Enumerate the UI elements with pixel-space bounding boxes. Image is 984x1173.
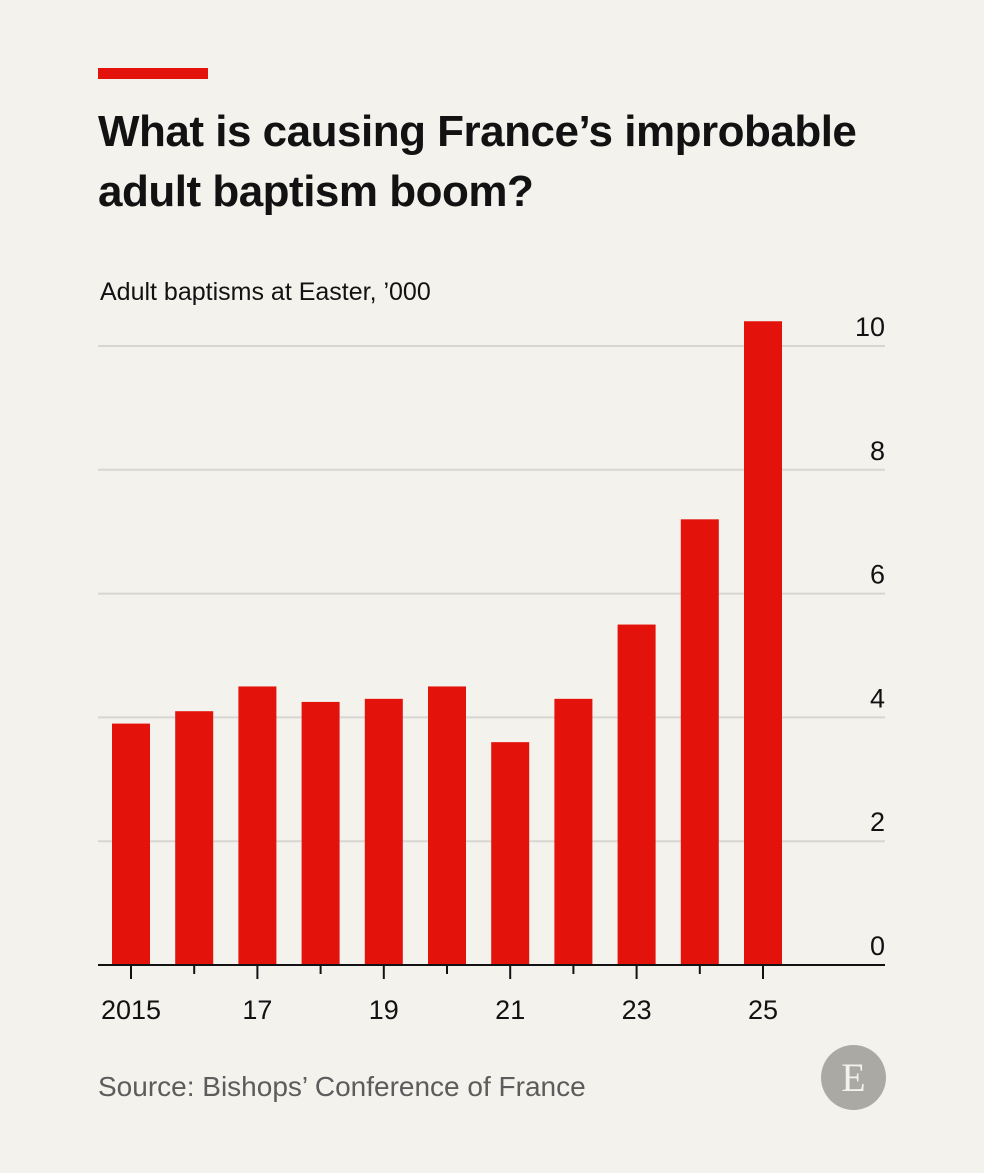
y-tick-label: 10	[855, 312, 885, 342]
y-tick-label: 4	[870, 683, 885, 713]
y-tick-label: 6	[870, 560, 885, 590]
chart-title: What is causing France’s improbable adul…	[98, 107, 857, 216]
accent-bar	[98, 68, 208, 79]
bar-2019	[364, 698, 403, 965]
bar-2025	[744, 321, 782, 965]
chart-subtitle: Adult baptisms at Easter, ’000	[100, 278, 431, 306]
x-tick-label: 19	[369, 995, 399, 1025]
bar-2020	[428, 686, 466, 965]
bar-2017	[238, 686, 277, 965]
y-tick-label: 8	[870, 436, 885, 466]
source-note: Source: Bishops’ Conference of France	[98, 1071, 586, 1102]
x-tick-label: 2015	[101, 995, 161, 1025]
x-tick-label: 23	[622, 995, 652, 1025]
axes	[98, 964, 885, 979]
bar-2023	[617, 624, 656, 965]
bar-2018	[301, 701, 340, 965]
bar-2024	[680, 519, 719, 965]
y-tick-label: 0	[870, 931, 885, 961]
tick-labels: 0 2 4 6 8 10 2015 17 19 21 23 25	[101, 312, 885, 1025]
x-tick-label: 21	[495, 995, 525, 1025]
bar-2015	[112, 723, 150, 965]
x-tick-label: 25	[748, 995, 778, 1025]
bar-2022	[554, 698, 593, 965]
bar-2016	[175, 711, 214, 965]
bar-2021	[491, 742, 530, 965]
y-tick-label: 2	[870, 807, 885, 837]
bars	[112, 321, 782, 965]
economist-logo-icon: E	[821, 1045, 886, 1110]
x-tick-label: 17	[242, 995, 272, 1025]
